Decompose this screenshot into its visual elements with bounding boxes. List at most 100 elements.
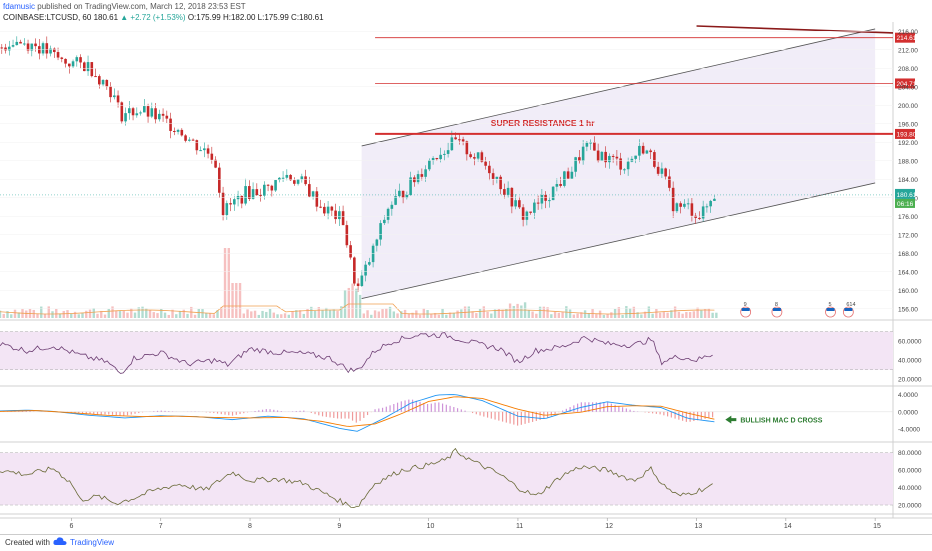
volume-bar xyxy=(628,308,632,318)
volume-bar xyxy=(96,313,99,318)
candle-body xyxy=(323,206,326,214)
volume-bar xyxy=(70,313,73,318)
symbol-name[interactable]: COINBASE:LTCUSD, 60 xyxy=(3,13,92,22)
created-with-text: Created with xyxy=(5,538,50,547)
published-text: published on TradingView.com, March 12, … xyxy=(37,2,246,11)
candle-body xyxy=(690,203,694,216)
last-price-label: 180.61 xyxy=(897,192,917,199)
volume-bar xyxy=(77,314,80,318)
volume-bar xyxy=(321,310,324,318)
stochastic-band xyxy=(0,452,893,506)
candle-body xyxy=(109,86,112,98)
candle-body xyxy=(596,150,600,161)
volume-bar xyxy=(182,309,185,318)
time-tick-label: 14 xyxy=(784,523,792,530)
candle-body xyxy=(4,47,7,51)
volume-bar xyxy=(152,312,155,318)
tradingview-brand[interactable]: TradingView xyxy=(70,538,115,547)
volume-bar xyxy=(118,311,122,318)
volume-bar xyxy=(456,310,459,318)
volume-bar xyxy=(553,311,557,318)
candle-body xyxy=(113,95,116,98)
candle-body xyxy=(630,158,634,162)
candle-body xyxy=(71,61,75,67)
candle-body xyxy=(555,184,559,187)
volume-bar xyxy=(306,309,309,318)
volume-bar xyxy=(606,314,609,318)
price-tick-label: 156.00 xyxy=(898,306,918,313)
candle-body xyxy=(173,130,176,132)
resistance-annotation: SUPER RESISTANCE 1 hr xyxy=(491,118,595,128)
price-tick-label: 160.00 xyxy=(898,288,918,295)
volume-bar xyxy=(197,308,200,318)
volume-bar xyxy=(156,313,159,318)
candle-body xyxy=(30,43,34,51)
volume-bar xyxy=(298,310,302,318)
volume-bar xyxy=(36,313,39,318)
candle-body xyxy=(623,169,626,171)
candle-body xyxy=(671,187,675,212)
candle-body xyxy=(233,199,236,205)
volume-bar xyxy=(220,307,223,318)
candle-body xyxy=(79,57,82,63)
rsi-line xyxy=(0,332,713,374)
candle-body xyxy=(705,206,709,208)
volume-bar xyxy=(643,311,647,318)
author-link[interactable]: fdamusic xyxy=(3,2,36,11)
volume-bar xyxy=(445,314,448,318)
volume-bar xyxy=(43,313,47,318)
candle-body xyxy=(345,225,349,246)
volume-bar xyxy=(193,314,197,318)
chart-canvas[interactable]: 214.61 204.71 193.80 SUPER RESISTANCE 1 hr 2… xyxy=(0,0,932,534)
volume-bar xyxy=(520,305,523,318)
candle-body xyxy=(214,159,217,168)
volume-bar xyxy=(505,308,508,318)
volume-bar xyxy=(130,308,133,318)
volume-bar xyxy=(598,310,602,318)
volume-bar xyxy=(527,310,531,318)
candle-body xyxy=(263,184,266,196)
rsi-band xyxy=(0,331,893,370)
candle-body xyxy=(446,150,450,154)
candle-body xyxy=(368,262,371,265)
volume-bar xyxy=(418,314,422,318)
candle-body xyxy=(713,198,716,201)
candle-body xyxy=(660,168,664,174)
close-value: C:180.61 xyxy=(291,13,324,22)
time-tick-label: 11 xyxy=(516,523,523,530)
candle-body xyxy=(383,219,386,224)
candle-body xyxy=(454,137,457,140)
volume-bar xyxy=(366,310,369,318)
volume-bar xyxy=(201,309,204,318)
volume-bar xyxy=(385,308,388,318)
volume-bar xyxy=(133,312,137,318)
price-change: +2.72 (+1.53%) xyxy=(130,13,186,22)
up-arrow-icon: ▲ xyxy=(120,13,129,22)
volume-bar xyxy=(295,310,298,318)
volume-bar xyxy=(223,248,227,318)
volume-bar xyxy=(613,308,617,318)
volume-bar xyxy=(542,306,546,318)
volume-bar xyxy=(670,310,673,318)
candle-body xyxy=(146,106,150,117)
open-value: O:175.99 xyxy=(187,13,221,22)
volume-bar xyxy=(332,309,336,318)
candle-body xyxy=(401,190,405,198)
volume-bar xyxy=(422,308,426,318)
price-channel-fill xyxy=(361,28,876,299)
level-price-tag xyxy=(895,128,915,139)
candle-body xyxy=(52,48,56,53)
symbol-bar: COINBASE:LTCUSD, 60 180.61 ▲ +2.72 (+1.5… xyxy=(3,13,324,23)
candle-body xyxy=(398,190,401,197)
volume-bar xyxy=(280,314,283,318)
candle-body xyxy=(686,203,690,205)
volume-bar xyxy=(268,308,272,318)
candle-body xyxy=(548,200,551,202)
candle-body xyxy=(206,148,210,154)
volume-bar xyxy=(490,313,493,318)
candle-body xyxy=(473,157,476,159)
candle-body xyxy=(176,129,180,132)
level-price-label: 214.61 xyxy=(897,35,917,42)
volume-bar xyxy=(396,313,399,318)
candle-body xyxy=(570,171,574,179)
